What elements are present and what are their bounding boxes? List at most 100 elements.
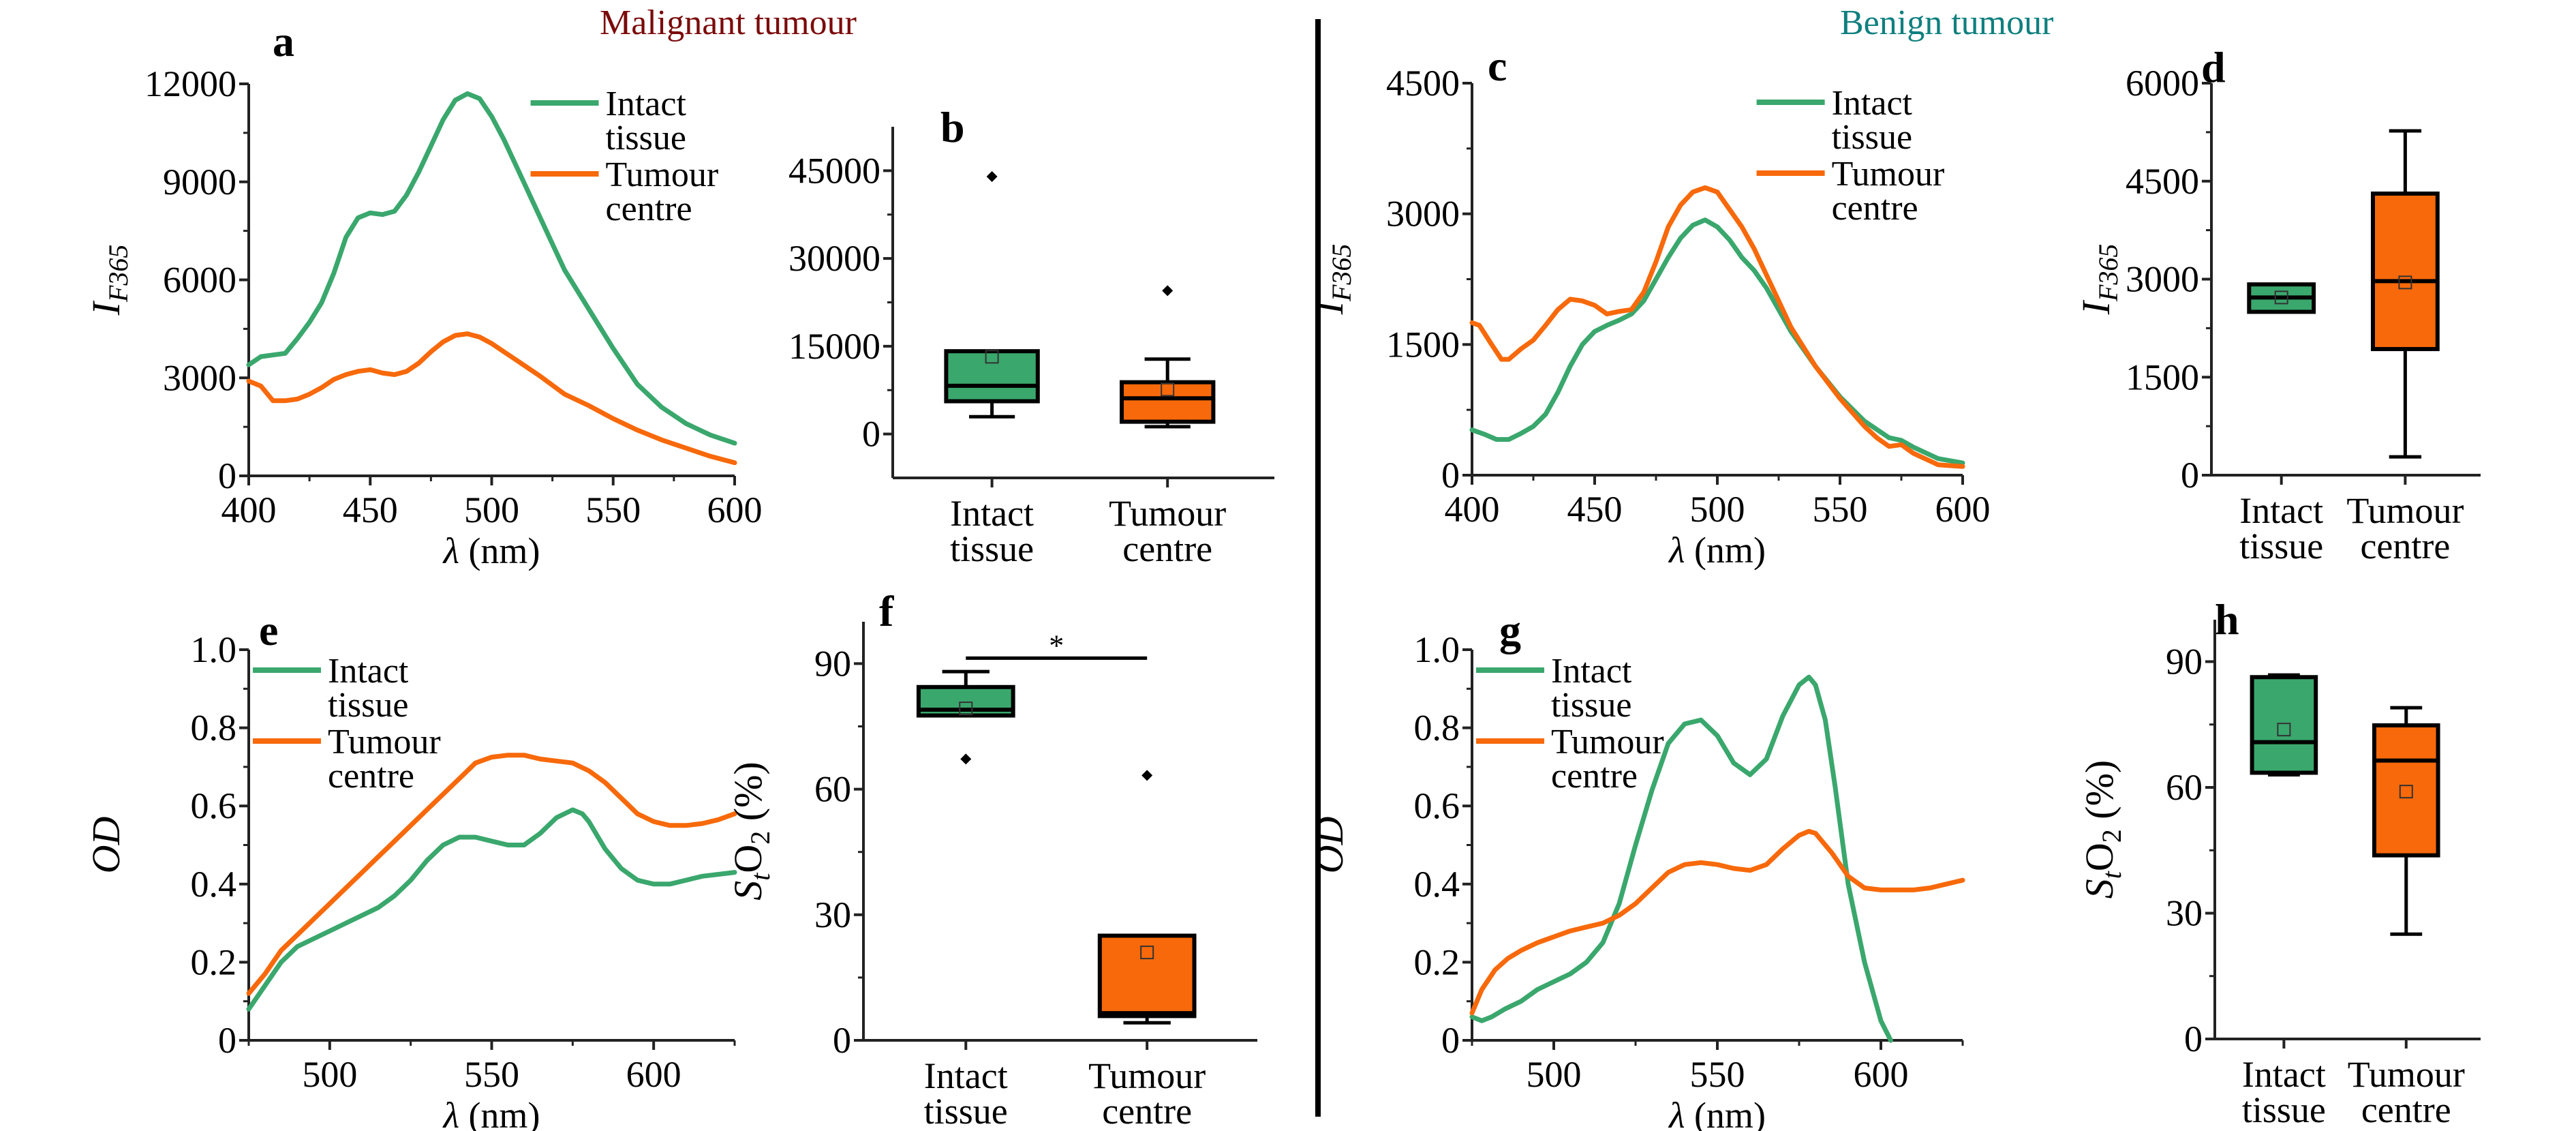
y-tick-label: 90 <box>814 643 851 684</box>
panel-label-a: a <box>273 17 294 65</box>
y-tick-label: 30 <box>2166 893 2203 934</box>
section-divider <box>1315 19 1321 1117</box>
x-tick-label: 400 <box>1445 489 1500 530</box>
ylabel-main: I <box>1307 299 1351 315</box>
significance-marker: * <box>1049 629 1064 662</box>
panel-label-f: f <box>879 587 894 635</box>
legend-label-tumour-line2: centre <box>328 757 414 796</box>
mean-marker <box>2398 275 2412 290</box>
x-axis-label-symbol: λ <box>1668 530 1685 571</box>
outlier-point <box>986 170 998 182</box>
legend-label-intact: Intact <box>1551 652 1632 691</box>
x-axis-label: λ (nm) <box>1668 1095 1766 1131</box>
legend-label-intact-line2: tissue <box>1832 118 1912 157</box>
ylabel-text: OD <box>1307 817 1351 874</box>
y-tick-label: 3000 <box>163 357 236 398</box>
y-axis-label: OD <box>84 817 128 874</box>
y-tick-label: 4500 <box>2126 161 2199 202</box>
ylabel-subscript: F365 <box>103 245 134 303</box>
panel-e: e 0 0.2 0.4 0.6 0.8 1.0 OD 500 550 600 λ (nm) Intact… <box>84 606 737 1131</box>
x-tick-label-line2: centre <box>2361 1089 2451 1130</box>
x-tick-label: Tumour <box>2346 490 2464 531</box>
mean-marker <box>959 702 973 716</box>
benign-section-title: Benign tumour <box>1840 3 2054 42</box>
panel-d: d01500300045006000IF365IntacttissueTumou… <box>2074 43 2481 567</box>
y-tick-label: 90 <box>2166 642 2203 682</box>
malignant-section-title: Malignant tumour <box>600 3 857 42</box>
ylabel-subscript: F365 <box>2093 244 2123 302</box>
x-tick-label: Tumour <box>1088 1055 1206 1096</box>
y-tick-label: 6000 <box>2126 63 2199 104</box>
x-tick-label: 500 <box>1527 1054 1582 1095</box>
y-tick-label: 6000 <box>163 260 236 301</box>
x-tick-label: 600 <box>626 1054 681 1095</box>
box-tumour <box>1097 933 1197 1019</box>
y-axis-label: StO2 (%) <box>2077 760 2127 899</box>
legend-label-tumour: Tumour <box>328 723 441 761</box>
x-tick-label: 600 <box>1935 489 1991 530</box>
y-tick-label: 0 <box>862 414 880 455</box>
legend-label-intact: Intact <box>328 652 409 691</box>
ylabel-main: I <box>84 300 128 316</box>
y-tick-label: 12000 <box>144 63 236 104</box>
legend-label-intact-line2: tissue <box>606 119 686 157</box>
y-tick-label: 3000 <box>2126 259 2199 300</box>
outlier-point <box>1141 770 1153 781</box>
y-tick-label: 0 <box>833 1020 851 1061</box>
y-tick-label: 0 <box>2184 1019 2203 1059</box>
y-tick-label: 0.2 <box>1414 941 1460 982</box>
x-tick-label-line2: centre <box>1122 528 1212 569</box>
x-tick-label: 550 <box>464 1054 519 1095</box>
y-tick-label: 0.6 <box>1414 785 1460 826</box>
x-tick-label: 500 <box>464 489 519 530</box>
mean-marker <box>1161 382 1175 397</box>
x-tick-label: 600 <box>1854 1054 1909 1095</box>
x-tick-label: 500 <box>302 1054 357 1095</box>
box-tumour <box>1120 380 1216 424</box>
y-tick-label: 0.4 <box>191 864 237 905</box>
legend-label-tumour: Tumour <box>1551 723 1664 761</box>
x-axis-label-unit: (nm) <box>459 530 540 571</box>
y-axis-label: IF365 <box>84 245 134 316</box>
legend-label-tumour-line2: centre <box>1832 189 1918 228</box>
x-tick-label: Intact <box>2239 490 2323 531</box>
y-tick-label: 4500 <box>1386 63 1460 104</box>
y-tick-label: 45000 <box>788 150 880 191</box>
box-tumour <box>2371 191 2440 352</box>
y-tick-label: 0 <box>1441 455 1460 496</box>
y-axis-label: IF365 <box>2074 244 2123 316</box>
x-tick-label: Tumour <box>2348 1054 2465 1095</box>
panel-g: g 0 0.2 0.4 0.6 0.8 1.0 OD 500 550 600 λ (nm) Intact… <box>1307 606 1965 1131</box>
x-tick-label: 450 <box>343 489 398 530</box>
series-line-intact <box>1469 674 1893 1043</box>
legend-label-intact: Intact <box>606 85 687 123</box>
y-tick-label: 15000 <box>788 326 880 367</box>
x-tick-label: Intact <box>950 493 1034 534</box>
ylabel-part: 2 <box>2096 829 2127 843</box>
x-axis-label-symbol: λ <box>1668 1095 1685 1131</box>
panel-label-e: e <box>259 606 278 654</box>
y-axis-label: IF365 <box>1307 244 1357 316</box>
ylabel-part: 2 <box>745 831 776 845</box>
x-axis-label: λ (nm) <box>442 530 540 571</box>
ylabel-main: I <box>2074 299 2118 315</box>
y-tick-label: 1.0 <box>191 629 237 670</box>
ylabel-part: t <box>745 873 776 881</box>
y-axis-label: OD <box>1307 817 1351 874</box>
y-tick-label: 60 <box>2166 767 2203 808</box>
y-tick-label: 0 <box>2181 455 2199 496</box>
x-axis-label-unit: (nm) <box>459 1095 540 1131</box>
series-line-tumour <box>1469 185 1965 469</box>
y-tick-label: 0.4 <box>1414 864 1460 905</box>
y-tick-label: 1.0 <box>1414 629 1460 670</box>
series-line-tumour <box>246 331 737 466</box>
x-axis-label: λ (nm) <box>442 1095 540 1131</box>
series-line-intact <box>246 807 737 1012</box>
panel-label-b: b <box>940 103 965 151</box>
y-tick-label: 0 <box>218 455 236 496</box>
legend-label-tumour-line2: centre <box>606 190 692 228</box>
x-tick-label: 550 <box>1690 1054 1745 1095</box>
